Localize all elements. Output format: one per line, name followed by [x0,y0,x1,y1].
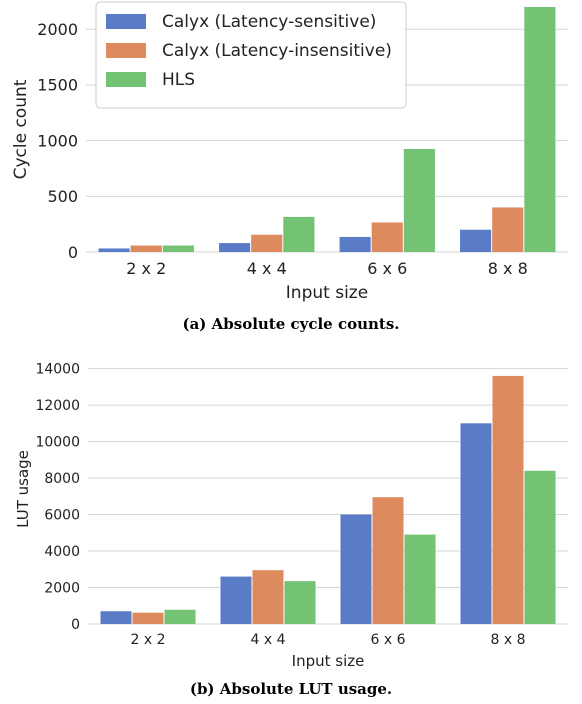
x-tick-label: 2 x 2 [126,259,166,278]
y-tick-label: 8000 [44,471,80,487]
legend-swatch [106,14,146,29]
x-tick-label: 6 x 6 [371,632,406,648]
x-tick-label: 8 x 8 [488,259,528,278]
bar [404,534,436,624]
bar [252,570,284,624]
y-tick-label: 1000 [37,131,78,150]
x-tick-label: 8 x 8 [491,632,526,648]
y-tick-label: 6000 [44,508,80,524]
y-tick-label: 10000 [35,435,80,451]
y-tick-label: 2000 [44,581,80,597]
bar [492,207,524,252]
bar [460,423,492,624]
bar [162,245,194,252]
bar [372,497,404,624]
y-tick-label: 2000 [37,20,78,39]
bar [130,245,162,252]
legend-swatch [106,43,146,58]
bar [524,7,556,252]
bar [219,243,251,252]
cycle-count-chart-svg: 0 500 1000 1500 2000 2 x 2 4 x 4 6 x 6 8 x 8 Inpu… [11,1,568,303]
bar [339,236,371,252]
bar [283,216,315,252]
cycle-count-chart: 0 500 1000 1500 2000 2 x 2 4 x 4 6 x 6 8 x 8 Inpu… [0,0,582,310]
caption-cycle-counts: (a) Absolute cycle counts. [182,315,400,333]
bar [460,229,492,252]
bar [371,222,403,252]
x-axis-label: Input size [292,652,365,670]
caption-lut-usage: (b) Absolute LUT usage. [189,680,393,698]
x-tick-label: 4 x 4 [251,632,286,648]
x-tick-label: 4 x 4 [247,259,287,278]
y-axis-label: Cycle count [11,79,31,179]
y-tick-label: 4000 [44,544,80,560]
bar [403,148,435,252]
x-tick-label: 6 x 6 [367,259,407,278]
bar [251,234,283,252]
bar [164,609,196,624]
x-tick-label: 2 x 2 [131,632,166,648]
legend-swatch [106,72,146,87]
bar [220,576,252,624]
lut-usage-chart: 0 2000 4000 6000 8000 10000 12000 14000 2 x 2 4 x… [0,352,582,676]
y-tick-label: 14000 [35,362,80,378]
bar [340,514,372,624]
y-tick-label: 0 [71,617,80,633]
y-tick-label: 0 [68,243,78,262]
bar [492,375,524,624]
lut-usage-chart-svg: 0 2000 4000 6000 8000 10000 12000 14000 2 x 2 4 x… [14,362,568,670]
y-tick-label: 12000 [35,398,80,414]
y-tick-label: 1500 [37,76,78,95]
bar [100,611,132,624]
legend-label: Calyx (Latency-sensitive) [162,12,376,32]
y-axis-label: LUT usage [14,450,32,528]
legend-label: Calyx (Latency-insensitive) [162,41,392,61]
x-axis-label: Input size [286,283,368,303]
y-tick-label: 500 [47,187,78,206]
bar [98,248,130,252]
bar [132,612,164,624]
bar [284,581,316,624]
bar [524,470,556,624]
legend-box [95,1,407,109]
legend-label: HLS [162,70,195,90]
